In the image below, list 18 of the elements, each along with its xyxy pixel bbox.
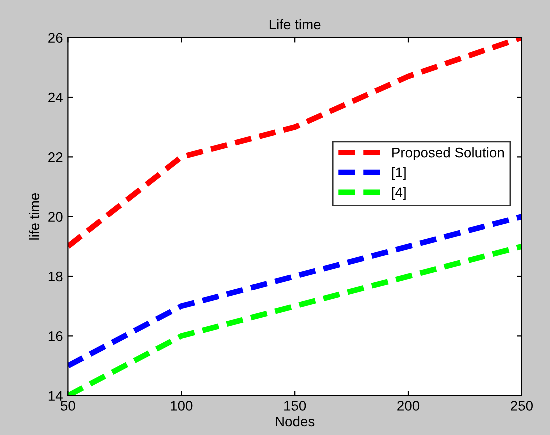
legend-label: Proposed Solution [392, 148, 504, 160]
x-tick-label: 200 [398, 401, 420, 411]
x-tick-label: 100 [171, 401, 193, 411]
y-axis-title: life time [29, 194, 40, 240]
x-axis-title: Nodes [276, 416, 315, 427]
x-tick-label: 50 [61, 401, 76, 411]
legend-label: [4] [392, 187, 406, 200]
x-tick-label: 150 [284, 401, 306, 411]
y-tick-label: 24 [48, 92, 63, 103]
y-tick-label: 26 [48, 33, 63, 44]
y-tick-label: 16 [48, 332, 63, 342]
chart-title: Life time [270, 19, 321, 30]
legend-label: [1] [392, 167, 406, 180]
y-tick-label: 14 [48, 391, 63, 401]
x-tick-label: 250 [511, 401, 533, 411]
y-tick-label: 18 [48, 272, 63, 282]
y-tick-label: 22 [48, 152, 63, 162]
y-tick-label: 20 [48, 212, 63, 222]
